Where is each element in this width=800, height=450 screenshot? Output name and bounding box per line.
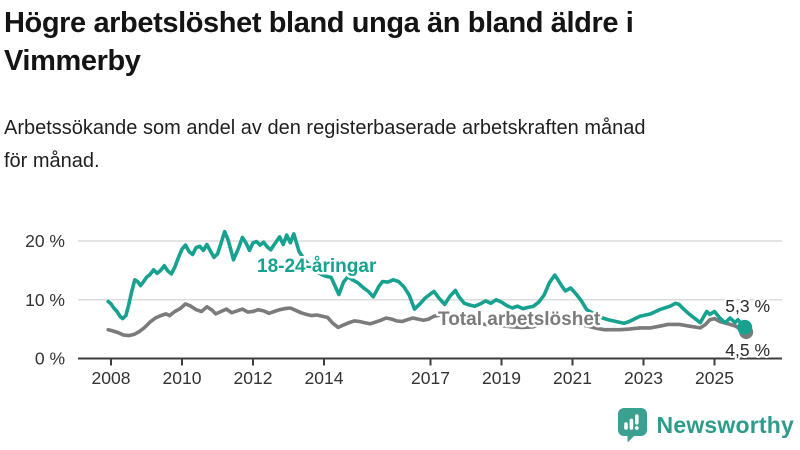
series-label-total: Total arbetslöshet <box>438 309 601 330</box>
y-axis-tick-label: 10 % <box>25 290 65 310</box>
x-axis-tick-label: 2019 <box>482 368 521 388</box>
x-axis-tick-label: 2014 <box>305 368 344 388</box>
end-value-label-total: 4,5 % <box>725 340 770 360</box>
series-line <box>106 229 747 330</box>
x-axis-tick-label: 2023 <box>624 368 663 388</box>
page-subtitle-line-1: Arbetssökande som andel av den registerb… <box>4 117 646 139</box>
page-title-line-2: Vimmerby <box>4 45 141 77</box>
x-axis-ticks <box>110 358 716 366</box>
page-subtitle-line-2: för månad. <box>4 150 100 172</box>
series-line <box>106 302 747 338</box>
y-axis-tick-label: 20 % <box>25 231 65 251</box>
y-axis-labels: 0 % 10 % 20 % <box>25 231 65 369</box>
series-label-youth: 18-24-åringar <box>257 256 377 277</box>
page-title-line-1: Högre arbetslöshet bland unga än bland ä… <box>4 7 634 39</box>
page-subtitle: Arbetssökande som andel av den registerb… <box>4 112 794 178</box>
logo-text: Newsworthy <box>656 411 794 438</box>
series-end-dot <box>737 319 753 335</box>
x-axis-labels: 2008 2010 2012 2014 2017 2019 2021 2023 2025 <box>92 368 734 388</box>
series-lines <box>106 229 747 338</box>
x-axis-tick-label: 2017 <box>411 368 450 388</box>
x-axis-tick-label: 2010 <box>163 368 202 388</box>
page-title: Högre arbetslöshet bland unga än bland ä… <box>4 4 784 80</box>
series-end-dots <box>737 319 754 340</box>
y-gridlines <box>78 240 782 301</box>
end-value-label-youth: 5,3 % <box>725 296 770 316</box>
x-axis-tick-label: 2008 <box>92 368 131 388</box>
bar-chart-speech-bubble-icon <box>617 408 647 443</box>
y-axis-tick-label: 0 % <box>35 349 65 369</box>
x-axis-tick-label: 2021 <box>553 368 592 388</box>
x-axis-tick-label: 2012 <box>234 368 273 388</box>
x-axis-tick-label: 2025 <box>695 368 734 388</box>
newsworthy-logo: Newsworthy <box>617 407 794 443</box>
